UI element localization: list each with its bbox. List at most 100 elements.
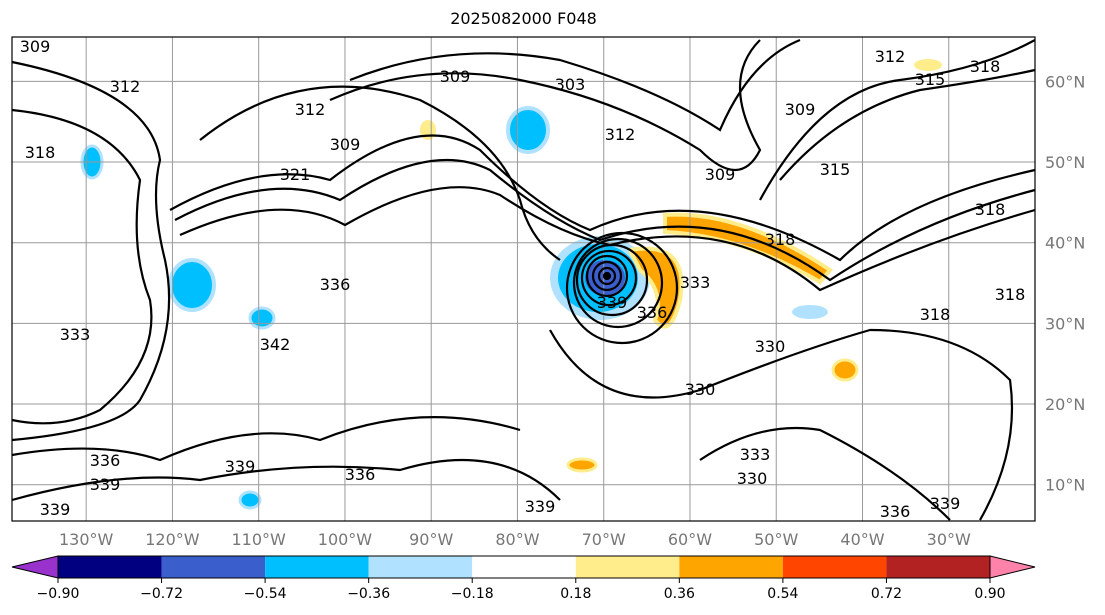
contour xyxy=(549,328,1014,521)
lat-tick-label: 20°N xyxy=(1045,395,1085,414)
lon-tick-label: 90°W xyxy=(409,530,453,549)
shade-blue-7 xyxy=(238,490,262,510)
contour-label: 339 xyxy=(597,293,628,312)
lat-tick-label: 50°N xyxy=(1045,153,1085,172)
contour xyxy=(11,458,561,502)
contour-label: 333 xyxy=(680,273,711,292)
contour-label: 312 xyxy=(295,100,326,119)
contour-label: 336 xyxy=(320,275,351,294)
axis-labels: 130°W 120°W 110°W 100°W 90°W 80°W 70°W 60°W 50°W… xyxy=(59,72,1085,549)
contour xyxy=(779,68,1036,181)
shade-orange-3 xyxy=(831,358,859,382)
contour-label: 303 xyxy=(555,75,586,94)
contour-label: 312 xyxy=(110,77,141,96)
contour-label: 336 xyxy=(345,465,376,484)
lat-tick-label: 60°N xyxy=(1045,72,1085,91)
contour-label: 333 xyxy=(740,445,771,464)
low-center-contour xyxy=(572,237,664,329)
lon-tick-label: 120°W xyxy=(145,530,200,549)
contour-label: 312 xyxy=(605,125,636,144)
contour-label: 318 xyxy=(975,200,1006,219)
contour xyxy=(179,186,1036,292)
shade-orange-2 xyxy=(566,457,598,473)
height-contours xyxy=(11,38,1036,521)
lat-tick-label: 10°N xyxy=(1045,476,1085,495)
colorbar-tick-label: 0.54 xyxy=(767,586,798,602)
low-center-contour xyxy=(575,243,649,317)
contour xyxy=(699,426,951,521)
colorbar-swatch xyxy=(679,556,783,578)
contour-label: 309 xyxy=(785,100,816,119)
contour-label: 330 xyxy=(685,380,716,399)
lon-tick-label: 130°W xyxy=(59,530,114,549)
colorbar-extend-high xyxy=(989,555,1036,579)
contour-label: 318 xyxy=(995,285,1026,304)
colorbar-tick-label: 0.18 xyxy=(560,586,591,602)
contour-label: 315 xyxy=(820,160,851,179)
shade-yellow-2 xyxy=(914,59,942,71)
contour-label: 339 xyxy=(225,457,256,476)
colorbar-swatch xyxy=(886,556,990,578)
contour-label: 315 xyxy=(915,70,946,89)
colorbar-outline xyxy=(57,555,991,579)
colorbar-swatch xyxy=(58,556,162,578)
contour-label: 321 xyxy=(280,165,311,184)
shade-cyan-2 xyxy=(506,106,550,154)
contour-label: 318 xyxy=(25,143,56,162)
colorbar-tick-label: 0.90 xyxy=(974,586,1005,602)
lat-tick-label: 30°N xyxy=(1045,314,1085,333)
colorbar-tick-label: 0.36 xyxy=(664,586,695,602)
contour xyxy=(11,416,521,462)
plot-title: 2025082000 F048 xyxy=(450,9,597,28)
contour-label: 309 xyxy=(330,135,361,154)
lat-tick-label: 40°N xyxy=(1045,234,1085,253)
colorbar-swatch xyxy=(265,556,369,578)
contour-label: 309 xyxy=(705,165,736,184)
contour-label: 318 xyxy=(765,230,796,249)
colorbar-swatch xyxy=(368,556,473,578)
contour xyxy=(199,85,561,261)
lon-tick-label: 70°W xyxy=(582,530,626,549)
contour-label: 336 xyxy=(637,303,668,322)
contour-label: 339 xyxy=(40,500,71,519)
low-center-contour xyxy=(585,254,629,298)
contour-label: 333 xyxy=(60,325,91,344)
colorbar-swatch xyxy=(782,556,887,578)
colorbar-tick-label: −0.72 xyxy=(140,586,183,602)
contour-label: 309 xyxy=(20,37,51,56)
lon-tick-label: 60°W xyxy=(668,530,712,549)
low-center-contour xyxy=(602,271,612,281)
contour-label: 339 xyxy=(90,475,121,494)
contour xyxy=(174,158,1036,282)
lon-tick-label: 100°W xyxy=(318,530,373,549)
shade-orange xyxy=(626,246,684,329)
contour-label: 318 xyxy=(920,305,951,324)
contour-label: 339 xyxy=(930,494,961,513)
shade-cyan-3 xyxy=(168,258,216,312)
contour xyxy=(759,39,1036,201)
contour-label: 336 xyxy=(880,502,911,521)
contour-label: 342 xyxy=(260,335,291,354)
lon-tick-label: 110°W xyxy=(232,530,287,549)
colorbar-swatch xyxy=(161,556,266,578)
lon-tick-label: 80°W xyxy=(495,530,539,549)
lon-tick-label: 50°W xyxy=(754,530,798,549)
contour-label: 330 xyxy=(755,337,786,356)
low-center-contour xyxy=(565,231,679,345)
colorbar-tick-label: −0.36 xyxy=(347,586,390,602)
colorbar-extend-low xyxy=(11,555,59,579)
contour-label: 336 xyxy=(90,451,121,470)
low-center-contour xyxy=(580,249,638,307)
contour-label: 330 xyxy=(737,469,768,488)
contour-label: 339 xyxy=(525,497,556,516)
contour xyxy=(11,60,171,442)
contour xyxy=(11,108,153,425)
lon-tick-label: 30°W xyxy=(927,530,971,549)
contour xyxy=(169,134,1036,262)
shade-blue-6 xyxy=(792,305,828,319)
colorbar: −0.90 −0.72 −0.54 −0.36 −0.18 0.18 0.36 0.54 0.7… xyxy=(11,555,1036,602)
graticule xyxy=(12,37,1035,521)
colorbar-tick-label: −0.90 xyxy=(37,586,80,602)
